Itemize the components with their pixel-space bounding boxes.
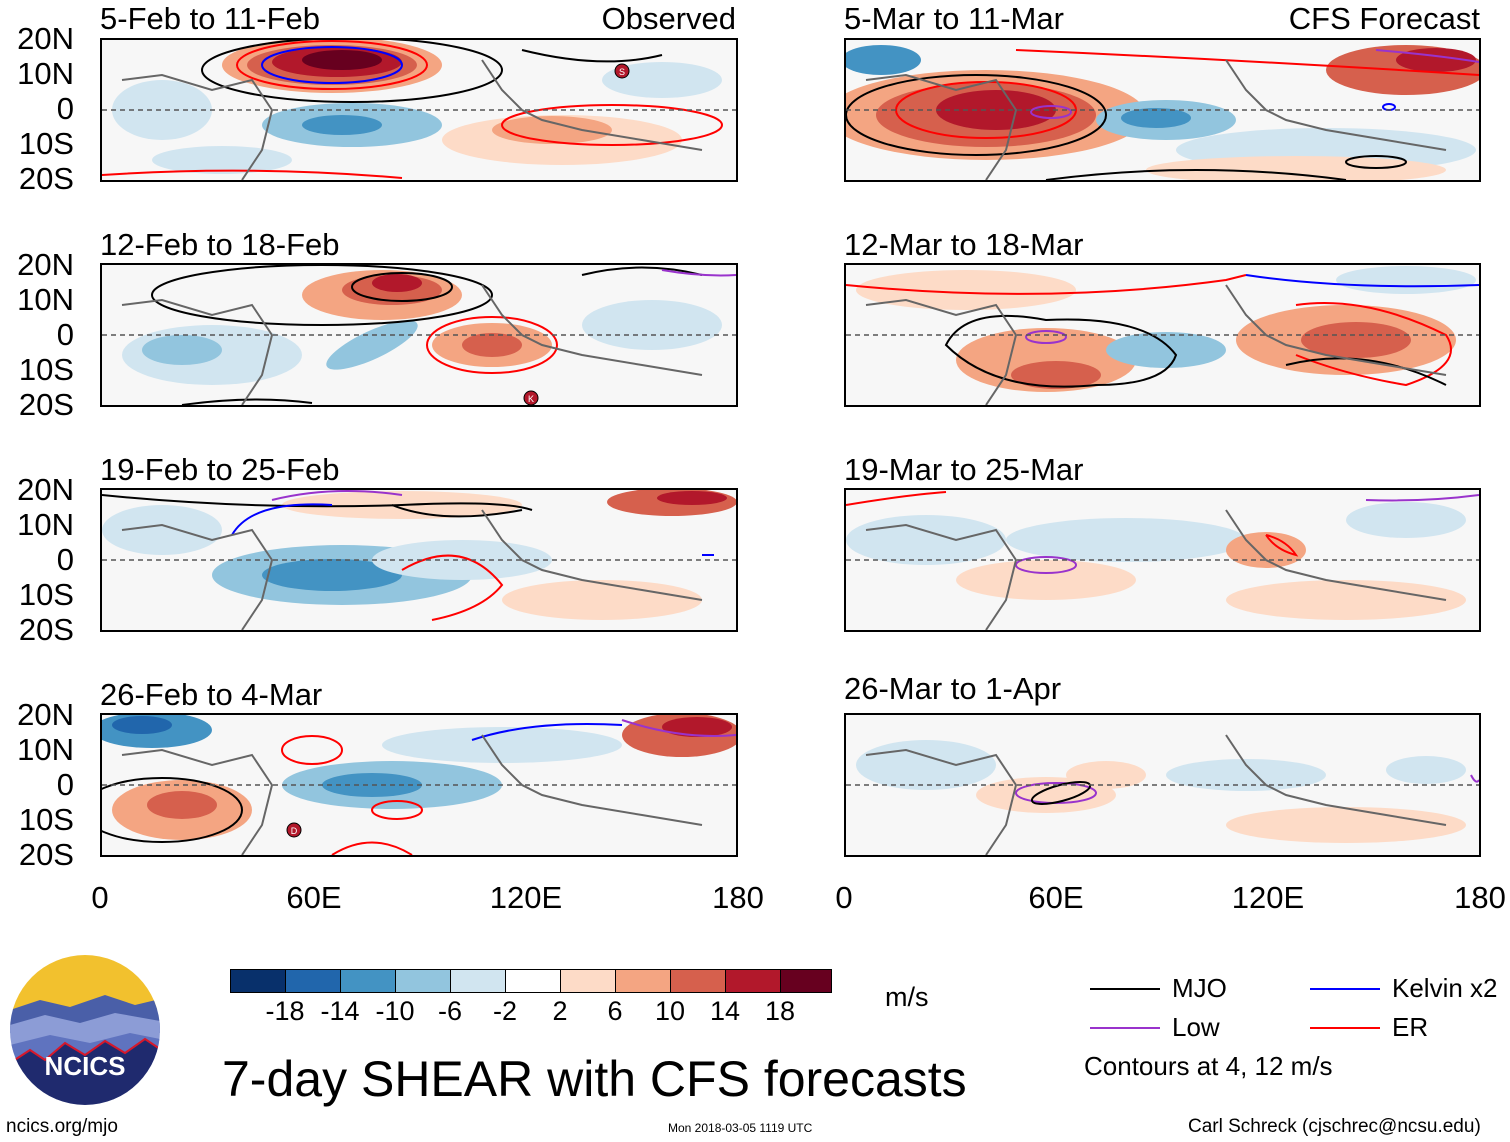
legend-label-kelvin: Kelvin x2 — [1392, 973, 1498, 1003]
colorbar-tick: -14 — [320, 996, 360, 1026]
lat-0: 0 — [56, 767, 74, 802]
map-panel-5 — [844, 38, 1481, 182]
contour-note: Contours at 4, 12 m/s — [1084, 1051, 1333, 1081]
panel-title-7: 19-Mar to 25-Mar — [844, 452, 1084, 487]
colorbar-tick: 18 — [764, 996, 796, 1026]
colorbar-swatch — [725, 969, 781, 993]
legend-line-mjo — [1090, 988, 1160, 990]
lat-0: 0 — [56, 91, 74, 126]
colorbar-tick: 6 — [607, 996, 623, 1026]
lat-10n: 10N — [17, 56, 74, 91]
colorbar-swatch — [505, 969, 561, 993]
colorbar-tick: 2 — [552, 996, 568, 1026]
colorbar-tick: 14 — [709, 996, 741, 1026]
panel-tag-observed: Observed — [601, 1, 736, 36]
lat-20n: 20N — [17, 247, 74, 282]
colorbar-tick: -10 — [375, 996, 415, 1026]
lat-10s: 10S — [18, 802, 74, 837]
map-panel-7 — [844, 488, 1481, 632]
panel-title-5: 5-Mar to 11-Mar — [844, 1, 1064, 36]
colorbar-tick: -18 — [265, 996, 305, 1026]
colorbar-tick: -6 — [437, 996, 462, 1026]
lon-120e: 120E — [1231, 880, 1305, 915]
panel-title-3: 19-Feb to 25-Feb — [100, 452, 340, 487]
map-panel-8 — [844, 713, 1481, 857]
lon-180: 180 — [712, 880, 764, 915]
lon-60e: 60E — [1028, 880, 1084, 915]
map-panel-2: K — [100, 263, 738, 407]
storm-marker-d-label: D — [291, 826, 298, 836]
lat-20s: 20S — [18, 387, 74, 422]
colorbar-swatch — [230, 969, 286, 993]
panel-title-4: 26-Feb to 4-Mar — [100, 677, 323, 712]
lat-20s: 20S — [18, 612, 74, 647]
colorbar-tick: 10 — [654, 996, 686, 1026]
storm-marker-k-label: K — [528, 394, 534, 404]
storm-marker-k — [523, 390, 539, 405]
ncics-logo: NCICS — [10, 955, 160, 1105]
footer-timestamp: Mon 2018-03-05 1119 UTC — [668, 1121, 813, 1135]
footer-credit: Carl Schreck (cjschrec@ncsu.edu) — [1188, 1116, 1481, 1137]
colorbar-swatch — [395, 969, 451, 993]
map-panel-1: S — [100, 38, 738, 182]
storm-marker-d — [286, 822, 302, 838]
lat-10s: 10S — [18, 126, 74, 161]
panel-title-6: 12-Mar to 18-Mar — [844, 227, 1084, 262]
lon-0: 0 — [91, 880, 109, 915]
lon-180: 180 — [1454, 880, 1506, 915]
lat-20n: 20N — [17, 472, 74, 507]
colorbar-swatch — [450, 969, 506, 993]
colorbar-swatch — [285, 969, 341, 993]
colorbar-units: m/s — [885, 982, 929, 1012]
lat-20n: 20N — [17, 697, 74, 732]
lat-0: 0 — [56, 542, 74, 577]
panel-title-2: 12-Feb to 18-Feb — [100, 227, 340, 262]
logo-text: NCICS — [45, 1051, 126, 1081]
colorbar-swatch — [340, 969, 396, 993]
lat-10s: 10S — [18, 577, 74, 612]
legend-line-er — [1310, 1027, 1380, 1029]
colorbar-swatch — [780, 969, 832, 993]
lat-10n: 10N — [17, 282, 74, 317]
lat-10n: 10N — [17, 507, 74, 542]
footer-site-link[interactable]: ncics.org/mjo — [6, 1116, 118, 1137]
lat-10n: 10N — [17, 732, 74, 767]
lat-20n: 20N — [17, 21, 74, 56]
lat-20s: 20S — [18, 161, 74, 196]
lat-20s: 20S — [18, 837, 74, 872]
legend-line-kelvin — [1310, 988, 1380, 990]
map-panel-6 — [844, 263, 1481, 407]
storm-marker-s — [614, 63, 630, 79]
colorbar-swatch — [670, 969, 726, 993]
lat-0: 0 — [56, 317, 74, 352]
lon-60e: 60E — [286, 880, 342, 915]
map-panel-3 — [100, 488, 738, 632]
panel-title-1: 5-Feb to 11-Feb — [100, 1, 320, 36]
panel-title-8: 26-Mar to 1-Apr — [844, 671, 1062, 706]
panel-tag-forecast: CFS Forecast — [1288, 1, 1480, 36]
colorbar-swatch — [615, 969, 671, 993]
storm-marker-s-label: S — [619, 67, 625, 77]
figure-title: 7-day SHEAR with CFS forecasts — [222, 1051, 967, 1107]
colorbar-tick: -2 — [492, 996, 517, 1026]
legend-line-low — [1090, 1027, 1160, 1029]
legend-label-mjo: MJO — [1172, 973, 1227, 1003]
colorbar-swatch — [560, 969, 616, 993]
lon-120e: 120E — [489, 880, 563, 915]
legend-label-low: Low — [1172, 1012, 1220, 1042]
lat-10s: 10S — [18, 352, 74, 387]
legend-label-er: ER — [1392, 1012, 1429, 1042]
map-panel-4: D — [100, 713, 738, 857]
lon-0: 0 — [835, 880, 853, 915]
